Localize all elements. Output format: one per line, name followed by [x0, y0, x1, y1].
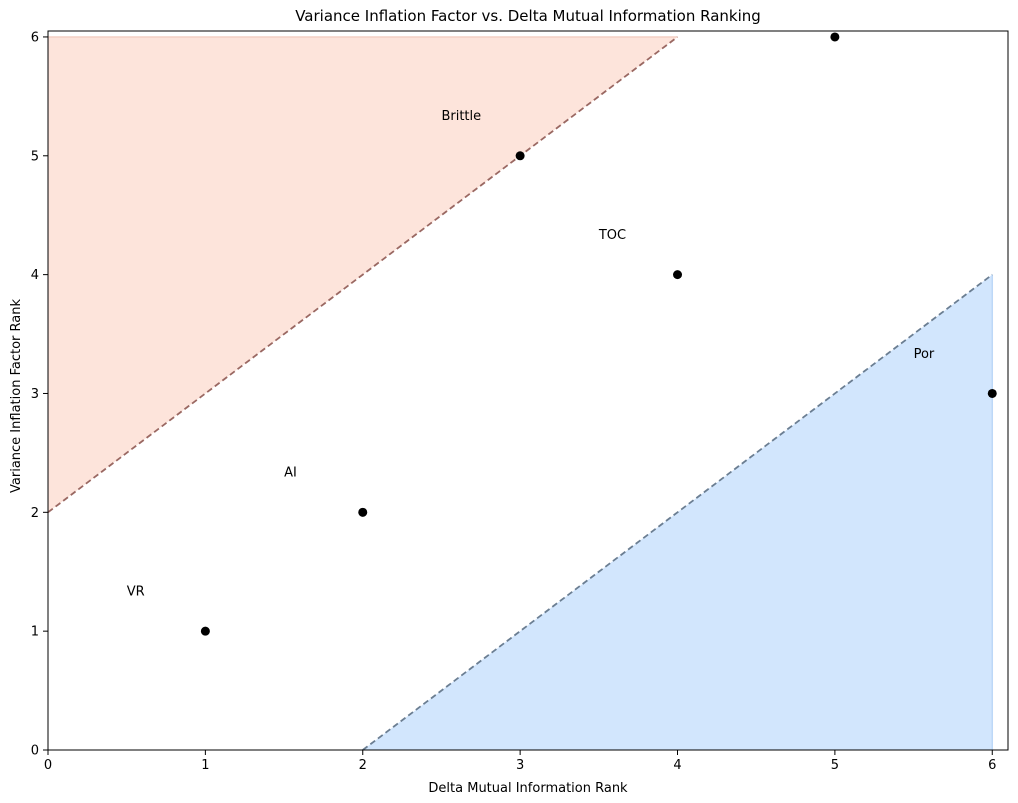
data-point-3: [673, 270, 683, 280]
y-tick-label-3: 3: [31, 387, 39, 402]
point-label-vr: VR: [127, 585, 145, 600]
y-tick-label-4: 4: [31, 268, 39, 283]
data-point-5: [987, 388, 997, 398]
point-label-por: Por: [914, 347, 935, 362]
y-tick-label-0: 0: [31, 744, 39, 759]
x-tick-label-5: 5: [831, 758, 839, 773]
y-axis-label: Variance Inflation Factor Rank: [9, 299, 24, 493]
x-tick-label-3: 3: [516, 758, 524, 773]
axes-frame: [47, 30, 1009, 751]
data-point-1: [358, 507, 368, 517]
x-tick-label-2: 2: [359, 758, 367, 773]
data-point-4: [830, 32, 840, 42]
x-tick-label-0: 0: [44, 758, 52, 773]
x-axis-label: Delta Mutual Information Rank: [428, 781, 628, 796]
reference-line-0: [47, 36, 679, 514]
y-tick-label-1: 1: [31, 625, 39, 640]
x-tick-label-4: 4: [673, 758, 681, 773]
data-point-2: [515, 151, 525, 161]
x-tick-label-1: 1: [201, 758, 209, 773]
y-tick-label-6: 6: [31, 30, 39, 45]
point-label-brittle: Brittle: [441, 109, 481, 124]
x-tick-label-6: 6: [988, 758, 996, 773]
plot-area: VR AI Brittle TOC Por 0 1 2 3 4 5 6 0 1 2 3 4 5 6: [31, 30, 1009, 773]
chart-title: Variance Inflation Factor vs. Delta Mutu…: [295, 7, 761, 25]
point-label-ai: AI: [284, 466, 297, 481]
reference-line-1: [362, 273, 993, 751]
point-label-toc: TOC: [598, 228, 626, 243]
y-tick-label-2: 2: [31, 506, 39, 521]
data-point-0: [200, 626, 210, 636]
y-tick-label-5: 5: [31, 149, 39, 164]
